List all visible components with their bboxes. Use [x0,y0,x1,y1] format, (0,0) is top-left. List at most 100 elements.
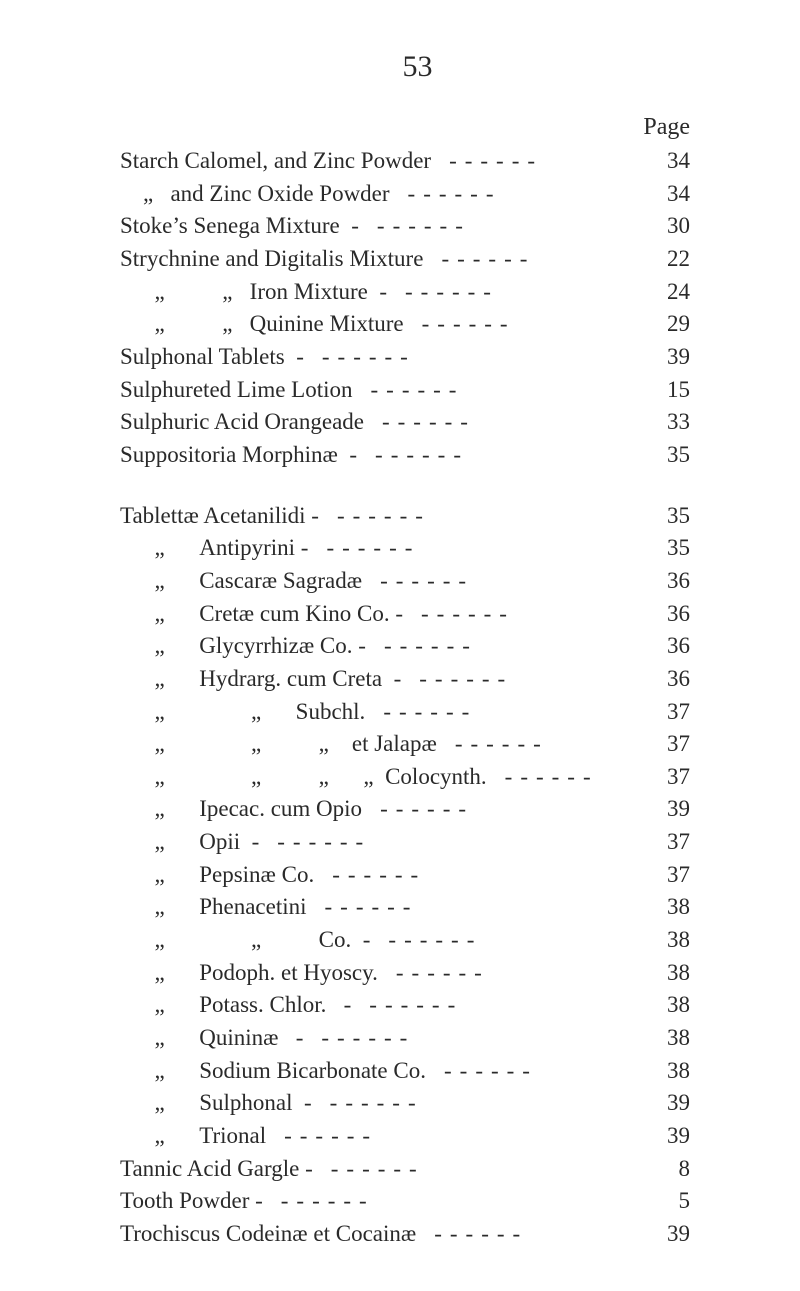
entry-label: „ „ „ et Jalapæ [120,728,437,761]
entry-leader: ------ [359,210,667,243]
entry-label: „ „ Subchl. [120,696,365,729]
entry-leader: ------ [312,1087,667,1120]
entry-page: 38 [667,989,715,1022]
index-entry: Stoke’s Senega Mixture -------30 [120,210,715,243]
entry-label: „ Potass. Chlor. - [120,989,351,1022]
entry-page: 39 [667,1218,715,1251]
entry-label: „ Antipyrini - [120,532,308,565]
entry-leader: ------ [390,178,667,211]
index-entry: „ Glycyrrhizæ Co. -------36 [120,630,715,663]
entry-label: Sulphonal Tablets - [120,341,304,374]
entry-leader: ------ [426,1055,667,1088]
entry-label: Starch Calomel, and Zinc Powder [120,145,431,178]
index-entry: Suppositoria Morphinæ -------35 [120,439,715,472]
index-entry: Tooth Powder -------5 [120,1185,715,1218]
entry-page: 34 [667,145,715,178]
entry-label: „ Quininæ - [120,1022,303,1055]
entry-page: 37 [667,826,715,859]
entry-label: „ Cretæ cum Kino Co. - [120,598,403,631]
index-entry: Starch Calomel, and Zinc Powder------34 [120,145,715,178]
index-entry: Sulphuric Acid Orangeade------33 [120,406,715,439]
entry-label: „ „ Co. - [120,924,370,957]
entry-label: Tannic Acid Gargle - [120,1153,313,1186]
entry-leader: ------ [313,1153,673,1186]
entry-page: 36 [667,598,715,631]
entry-page: 39 [667,793,715,826]
entry-leader: ------ [401,663,667,696]
index-entry: Trochiscus Codeinæ et Cocainæ------39 [120,1218,715,1251]
entry-label: „ and Zinc Oxide Powder [120,178,390,211]
index-entry: „ Sodium Bicarbonate Co.------38 [120,1055,715,1088]
index-entry: „ „ Iron Mixture -------24 [120,276,715,309]
entry-label: „ Sulphonal - [120,1087,312,1120]
entry-leader: ------ [263,1185,673,1218]
entry-label: „ „ „ „ Colocynth. [120,761,487,794]
entry-label: „ Cascaræ Sagradæ [120,565,362,598]
index-entry: „ Hydrarg. cum Creta -------36 [120,663,715,696]
entry-page: 29 [667,308,715,341]
entry-leader: ------ [416,1218,667,1251]
entry-leader: ------ [365,696,667,729]
entry-page: 5 [673,1185,715,1218]
index-entries: Starch Calomel, and Zinc Powder------34 … [120,145,715,1251]
entry-label: Sulphuric Acid Orangeade [120,406,364,439]
entry-page: 35 [667,532,715,565]
page-number: 53 [120,50,715,84]
entry-leader: ------ [314,859,667,892]
entry-label: Tooth Powder - [120,1185,263,1218]
entry-leader: ------ [353,374,667,407]
entry-page: 38 [667,957,715,990]
entry-page: 35 [667,439,715,472]
entry-leader: ------ [487,761,667,794]
entry-label: „ Hydrarg. cum Creta - [120,663,401,696]
entry-label: „ Opii - [120,826,259,859]
entry-page: 36 [667,565,715,598]
entry-leader: ------ [259,826,667,859]
index-entry: „ „ Subchl.------37 [120,696,715,729]
entry-label: Strychnine and Digitalis Mixture [120,243,423,276]
entry-page: 24 [667,276,715,309]
entry-page: 39 [667,341,715,374]
entry-leader: ------ [370,924,667,957]
entry-page: 36 [667,663,715,696]
entry-page: 8 [673,1153,715,1186]
entry-page: 37 [667,696,715,729]
index-entry: „ „ Quinine Mixture------29 [120,308,715,341]
entry-label: „ Glycyrrhizæ Co. - [120,630,366,663]
index-entry: „ Quininæ -------38 [120,1022,715,1055]
entry-leader: ------ [266,1120,667,1153]
entry-label: „ „ Iron Mixture - [120,276,387,309]
index-entry: „ „ Co. -------38 [120,924,715,957]
entry-page: 37 [667,728,715,761]
index-entry: „ Podoph. et Hyoscy.------38 [120,957,715,990]
entry-page: 39 [667,1087,715,1120]
index-entry: Sulphonal Tablets -------39 [120,341,715,374]
index-entry: Tablettæ Acetanilidi -------35 [120,500,715,533]
index-entry: „ Ipecac. cum Opio------39 [120,793,715,826]
entry-leader: ------ [364,406,667,439]
entry-page: 37 [667,761,715,794]
entry-page: 38 [667,1055,715,1088]
entry-leader: ------ [404,308,667,341]
index-entry: „ Opii -------37 [120,826,715,859]
index-entry: „ Sulphonal -------39 [120,1087,715,1120]
entry-label: Sulphureted Lime Lotion [120,374,353,407]
entry-leader: ------ [403,598,667,631]
entry-label: „ Pepsinæ Co. [120,859,314,892]
entry-page: 15 [667,374,715,407]
entry-page: 38 [667,891,715,924]
entry-page: 38 [667,1022,715,1055]
entry-page: 37 [667,859,715,892]
entry-leader: ------ [423,243,667,276]
entry-label: „ „ Quinine Mixture [120,308,404,341]
index-entry: „ Potass. Chlor. -------38 [120,989,715,1022]
index-entry: „ Cretæ cum Kino Co. -------36 [120,598,715,631]
entry-label: „ Phenacetini [120,891,307,924]
entry-page: 33 [667,406,715,439]
entry-page: 39 [667,1120,715,1153]
index-entry: Sulphureted Lime Lotion------15 [120,374,715,407]
entry-leader: ------ [431,145,667,178]
entry-label: Suppositoria Morphinæ - [120,439,357,472]
entry-page: 36 [667,630,715,663]
entry-leader: ------ [303,1022,667,1055]
